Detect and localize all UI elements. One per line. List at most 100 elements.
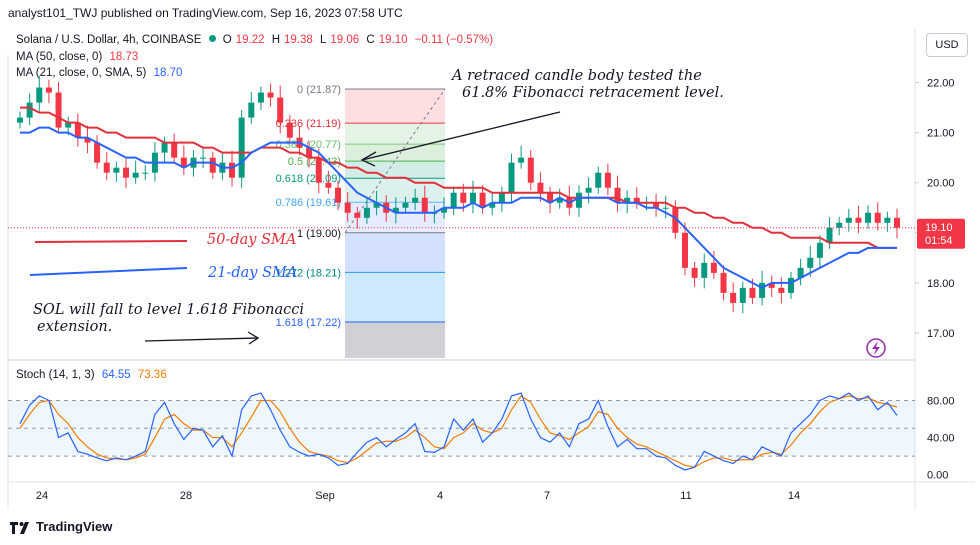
candle-body	[277, 97, 284, 123]
fib-trend-line	[344, 88, 446, 234]
candle-body	[624, 197, 631, 203]
tradingview-logo-icon	[10, 521, 29, 534]
candle-body	[335, 187, 342, 203]
fib-level-label: 0.618 (20.09)	[276, 173, 341, 185]
candle-body	[537, 182, 544, 193]
candle-body	[874, 212, 881, 223]
y-tick-label: 17.00	[927, 328, 955, 340]
annotation-retrace-line2: 61.8% Fibonacci retracement level.	[462, 85, 724, 101]
footer-brand: TradingView	[36, 519, 113, 534]
candle-body	[759, 282, 766, 298]
symbol-name: Solana / U.S. Dollar, 4h, COINBASE	[16, 34, 202, 46]
fib-level-label: 1.272 (18.21)	[276, 267, 341, 279]
candle-body	[257, 92, 264, 103]
market-status-dot	[208, 35, 216, 42]
candle-body	[681, 232, 688, 268]
ma50-label: MA (50, close, 0)	[16, 51, 103, 63]
candle-body	[662, 207, 669, 209]
candle-body	[653, 202, 660, 208]
candle-body	[749, 287, 756, 298]
candle-body	[315, 157, 322, 183]
candle-body	[730, 292, 737, 303]
candle-body	[518, 157, 525, 163]
candle-body	[556, 197, 563, 203]
fib-zone	[345, 123, 445, 145]
candle-body	[306, 147, 313, 158]
candle-body	[460, 192, 467, 203]
tradingview-logo[interactable]: TradingView	[10, 519, 112, 534]
candle-body	[884, 217, 891, 223]
candle-body	[489, 202, 496, 208]
ma21-legend[interactable]: MA (21, close, 0, SMA, 5) 18.70	[16, 67, 186, 79]
candle-body	[238, 117, 245, 178]
x-tick-label: Sep	[315, 490, 335, 502]
candle-body	[142, 172, 149, 174]
candle-body	[865, 212, 872, 223]
candle-body	[45, 87, 52, 93]
x-tick-label: 11	[680, 490, 691, 502]
candle-body	[710, 262, 717, 273]
x-tick-label: 14	[788, 490, 800, 502]
y-tick-label: 21.00	[927, 128, 955, 140]
candle-body	[720, 272, 727, 293]
candle-body	[585, 187, 592, 193]
x-tick-label: 7	[544, 490, 550, 502]
stoch-k-value: 64.55	[101, 369, 131, 381]
candle-body	[797, 267, 804, 278]
candle-body	[595, 172, 602, 188]
stoch-tick-label: 80.00	[927, 396, 955, 408]
candle-body	[604, 172, 611, 188]
candle-body	[200, 157, 207, 159]
candle-body	[402, 202, 409, 208]
candle-body	[469, 192, 476, 203]
annotation-fall-line1: SOL will fall to level 1.618 Fibonacci	[33, 302, 304, 318]
sma50-legend-line	[34, 240, 188, 243]
candle-body	[816, 242, 823, 258]
close-value: 19.10	[378, 34, 408, 46]
candle-body	[17, 117, 23, 123]
candle-body	[547, 192, 554, 203]
candle-body	[508, 162, 515, 193]
candle-body	[807, 257, 814, 268]
x-tick-label: 4	[437, 490, 443, 502]
ma50-line	[20, 106, 897, 249]
candle-body	[498, 192, 505, 203]
y-tick-label: 22.00	[927, 78, 955, 90]
ma50-value: 18.73	[109, 51, 139, 63]
fib-level-label: 1 (19.00)	[297, 228, 341, 240]
candle-body	[826, 227, 833, 243]
change-value: −0.11 (−0.57%)	[414, 34, 494, 46]
candle-body	[672, 207, 679, 233]
candle-body	[209, 157, 216, 173]
stoch-legend[interactable]: Stoch (14, 1, 3) 64.55 73.36	[16, 369, 167, 381]
y-tick-label: 20.00	[927, 178, 955, 190]
fib-level-label: 0.5 (20.43)	[288, 156, 341, 168]
annotation-arrow-retrace	[361, 111, 561, 161]
candle-body	[363, 207, 370, 218]
candle-body	[894, 217, 900, 228]
ma50-legend[interactable]: MA (50, close, 0) 18.73	[16, 51, 142, 63]
currency-button[interactable]: USD	[926, 33, 968, 57]
candle-body	[412, 197, 419, 203]
annotation-sma50: 50-day SMA	[207, 232, 297, 248]
ma21-label: MA (21, close, 0, SMA, 5)	[16, 67, 147, 79]
candle-body	[768, 282, 775, 288]
flash-icon	[866, 338, 886, 358]
x-tick-label: 28	[180, 490, 192, 502]
candle-body	[575, 192, 582, 208]
candle-body	[633, 197, 640, 203]
candle-body	[344, 202, 351, 213]
ma21-value: 18.70	[153, 67, 183, 79]
fib-zone	[345, 272, 445, 322]
candle-body	[739, 287, 746, 303]
stoch-tick-label: 40.00	[927, 433, 955, 445]
fib-level-label: 0.786 (19.61)	[276, 197, 341, 209]
candle-body	[55, 92, 62, 128]
candle-body	[701, 262, 708, 278]
candle-body	[286, 122, 293, 138]
candle-body	[441, 207, 448, 213]
candle-body	[373, 202, 380, 208]
candle-body	[123, 167, 130, 178]
stoch-label: Stoch (14, 1, 3)	[16, 369, 95, 381]
